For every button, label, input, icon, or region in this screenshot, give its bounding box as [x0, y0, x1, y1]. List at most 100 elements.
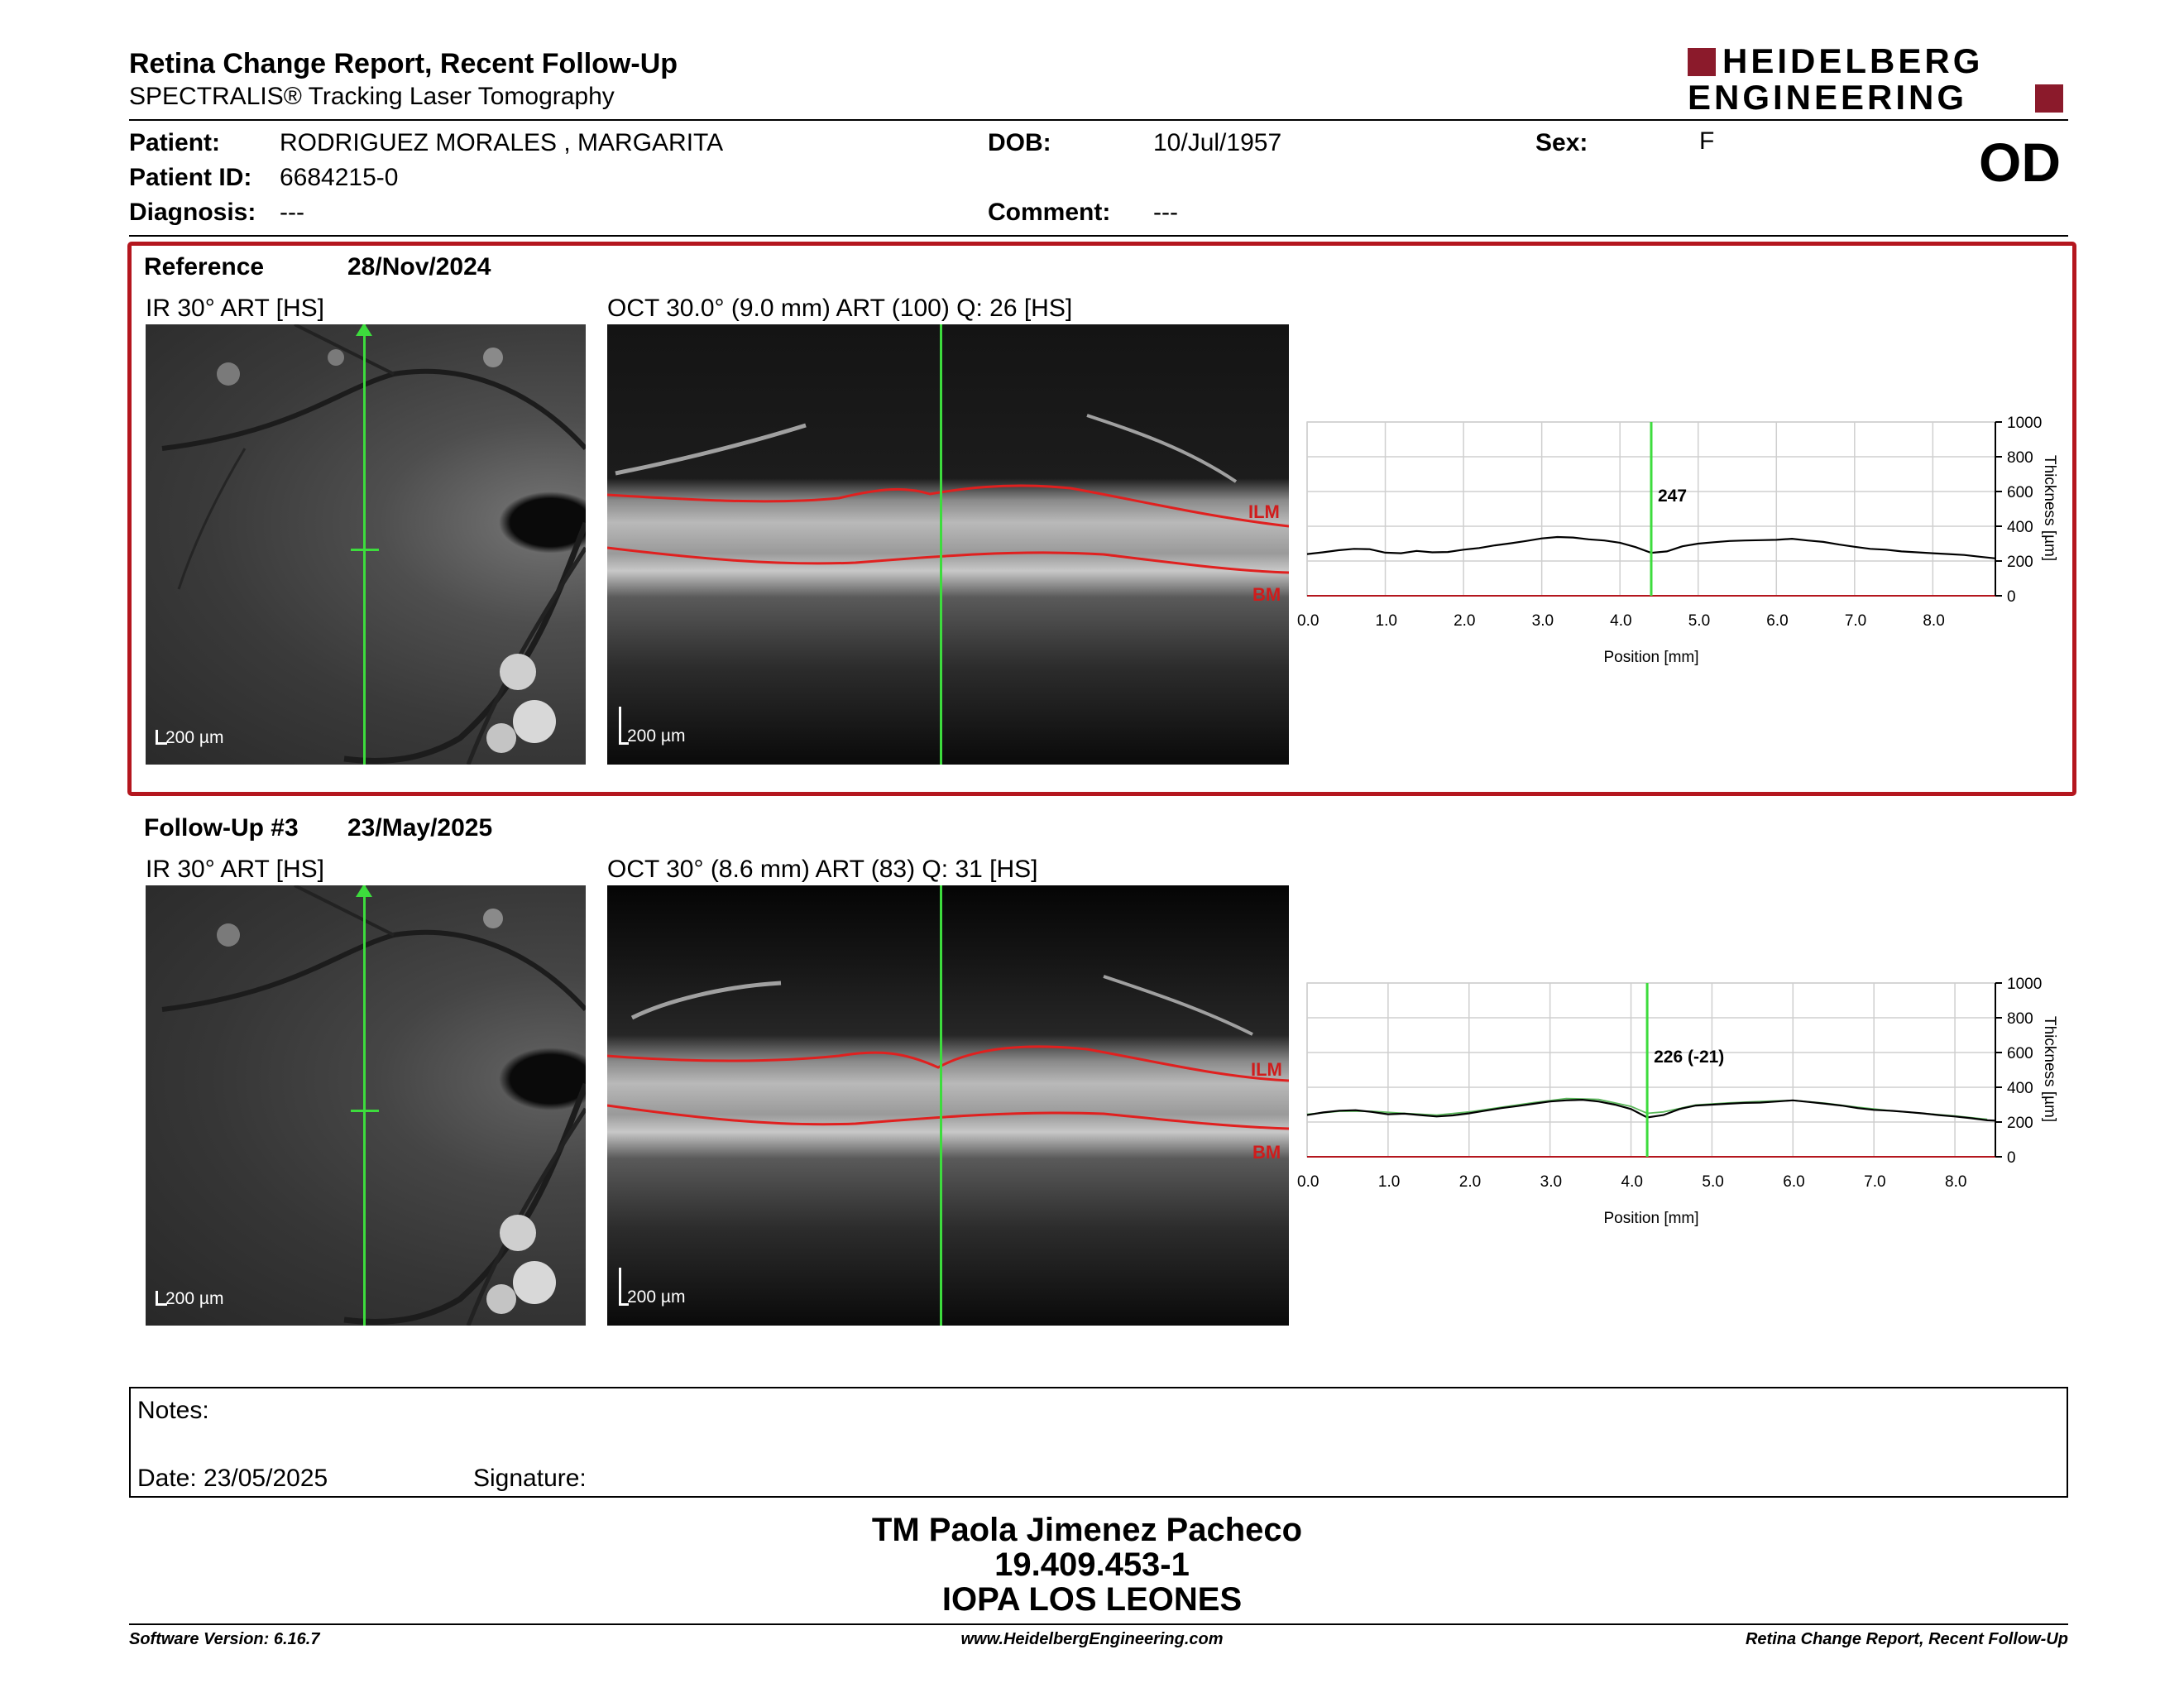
heidelberg-logo: HEIDELBERG ENGINEERING: [1688, 43, 2068, 117]
reference-oct-scale-label: 200 µm: [627, 727, 686, 746]
notes-label: Notes:: [137, 1397, 209, 1424]
followup-ir-arrow-icon: [356, 885, 372, 897]
reference-date: 28/Nov/2024: [347, 253, 491, 281]
patient-id-label: Patient ID:: [129, 164, 252, 191]
reference-chart-x-tick-label: 2.0: [1454, 612, 1475, 630]
followup-ir-scale-label: 200 µm: [165, 1289, 224, 1308]
followup-oct-title: OCT 30° (8.6 mm) ART (83) Q: 31 [HS]: [607, 856, 1038, 883]
reference-chart-y-tick-label: 200: [2007, 554, 2033, 571]
followup-ir-scalebar-h: [156, 1303, 167, 1306]
followup-oct-scalebar-h: [619, 1303, 629, 1306]
followup-chart-y-tick-label: 800: [2007, 1010, 2033, 1028]
reference-ir-scalebar: [156, 730, 158, 745]
footer-url-link[interactable]: www.HeidelbergEngineering.com: [960, 1630, 1224, 1648]
followup-oct-cursor: [940, 885, 942, 1326]
followup-chart-cursor-value: 226 (-21): [1654, 1048, 1724, 1067]
sex-value: F: [1699, 127, 1715, 155]
followup-chart-x-tick-label: 5.0: [1702, 1173, 1723, 1191]
followup-ir-vessels: [161, 885, 586, 1326]
followup-ilm-label: ILM: [1251, 1059, 1282, 1080]
eye-label: OD: [1979, 132, 2061, 193]
followup-date: 23/May/2025: [347, 814, 493, 842]
patient-rule: [129, 235, 2068, 237]
notes-box: Notes: Date: 23/05/2025 Signature:: [129, 1387, 2068, 1498]
followup-chart-x-tick-label: 3.0: [1540, 1173, 1562, 1191]
reference-chart-y-axis-title: Thickness [µm]: [2041, 455, 2058, 561]
reference-oct-scalebar-h: [619, 742, 629, 745]
logo-square-top: [1688, 48, 1716, 76]
followup-chart-x-tick-label: 7.0: [1864, 1173, 1885, 1191]
signer-name-text: TM Paola Jimenez Pacheco: [871, 1512, 1303, 1548]
report-title: Retina Change Report, Recent Follow-Up: [129, 48, 678, 79]
followup-chart-y-tick-label: 200: [2007, 1115, 2033, 1132]
reference-chart-y-tick-label: 0: [2007, 588, 2016, 606]
patient-id: 6684215-0: [280, 164, 399, 191]
logo-line-2: ENGINEERING: [1688, 78, 1968, 117]
followup-chart-x-axis-title: Position [mm]: [1603, 1210, 1698, 1227]
followup-chart-y-tick-label: 1000: [2007, 976, 2042, 993]
reference-ir-arrow-icon: [356, 324, 372, 336]
followup-label: Follow-Up #3: [144, 814, 299, 842]
notes-date: Date: 23/05/2025: [137, 1465, 328, 1492]
patient-label: Patient:: [129, 129, 221, 156]
reference-ir-vessels: [161, 324, 586, 765]
followup-chart-y-tick-label: 600: [2007, 1045, 2033, 1062]
followup-chart-x-tick-label: 6.0: [1783, 1173, 1804, 1191]
sex-label: Sex:: [1535, 129, 1588, 156]
reference-ir-center-mark: [351, 549, 379, 551]
followup-thickness-chart: 0 200 400 600 800 1000 0.0 1.0 2.0 3.0 4.0 5.0 6.0 7.…: [1297, 976, 2058, 1227]
signer-name: TM Paola Jimenez Pacheco: [0, 1513, 2184, 1547]
reference-chart-x-tick-label: 7.0: [1845, 612, 1866, 630]
reference-label: Reference: [144, 253, 265, 281]
followup-chart-x-tick-label: 1.0: [1378, 1173, 1400, 1191]
followup-chart-x-tick-label: 8.0: [1945, 1173, 1966, 1191]
followup-chart-y-tick-label: 0: [2007, 1149, 2016, 1167]
reference-ir-scan-line: [363, 324, 366, 765]
diagnosis-label: Diagnosis:: [129, 199, 256, 226]
reference-chart-x-tick-label: 6.0: [1766, 612, 1788, 630]
followup-oct-scalebar: [619, 1268, 621, 1306]
followup-oct-scale-label: 200 µm: [627, 1288, 686, 1307]
reference-chart-x-tick-label: 8.0: [1923, 612, 1944, 630]
dob-label: DOB:: [988, 129, 1051, 156]
followup-ir-scalebar: [156, 1291, 158, 1306]
footer-rule: [129, 1623, 2068, 1625]
header-rule: [129, 119, 2068, 121]
reference-oct-title: OCT 30.0° (9.0 mm) ART (100) Q: 26 [HS]: [607, 295, 1073, 322]
footer-url[interactable]: www.HeidelbergEngineering.com: [0, 1630, 2184, 1649]
followup-ir-scan-line: [363, 885, 366, 1326]
diagnosis-value: ---: [280, 199, 304, 226]
reference-ir-scalebar-h: [156, 742, 167, 745]
reference-ir-title: IR 30° ART [HS]: [146, 295, 324, 322]
comment-value: ---: [1153, 199, 1178, 226]
signer-rut: 19.409.453-1: [994, 1547, 1190, 1583]
followup-chart-x-tick-label: 2.0: [1459, 1173, 1481, 1191]
reference-bm-label: BM: [1252, 584, 1281, 605]
reference-chart-x-tick-label: 1.0: [1376, 612, 1397, 630]
reference-ir-scale-label: 200 µm: [165, 728, 224, 747]
reference-chart-x-tick-label: 3.0: [1532, 612, 1554, 630]
reference-chart-x-tick-label: 4.0: [1610, 612, 1631, 630]
comment-label: Comment:: [988, 199, 1111, 226]
footer-report-name: Retina Change Report, Recent Follow-Up: [1745, 1630, 2068, 1648]
reference-oct-scalebar: [619, 707, 621, 745]
reference-oct-image: ILM BM 200 µm: [607, 324, 1289, 765]
reference-frame: [127, 242, 2076, 796]
reference-chart-y-tick-label: 1000: [2007, 415, 2042, 432]
followup-chart-series-line-0: [1306, 1098, 1996, 1122]
followup-chart-plot-frame: [1306, 982, 1996, 1158]
dob-value: 10/Jul/1957: [1153, 129, 1282, 156]
reference-oct-layers: [607, 414, 1289, 574]
reference-chart-y-tick-label: 800: [2007, 449, 2033, 467]
followup-ir-image: 200 µm: [146, 885, 586, 1326]
reference-chart-y-tick-label: 400: [2007, 519, 2033, 536]
followup-chart-y-tick-label: 400: [2007, 1080, 2033, 1097]
report-subtitle: SPECTRALIS® Tracking Laser Tomography: [129, 83, 615, 110]
followup-chart-x-tick-label: 0.0: [1297, 1173, 1319, 1191]
logo-square-bottom: [2035, 84, 2063, 113]
reference-thickness-chart: 0 200 400 600 800 1000 0.0 1.0 2.0 3.0 4.0 5.0 6.0 7.…: [1297, 415, 2058, 666]
followup-bm-label: BM: [1252, 1142, 1281, 1163]
reference-ilm-label: ILM: [1248, 501, 1280, 522]
followup-chart-x-tick-label: 4.0: [1621, 1173, 1643, 1191]
followup-oct-image: ILM BM 200 µm: [607, 885, 1289, 1326]
